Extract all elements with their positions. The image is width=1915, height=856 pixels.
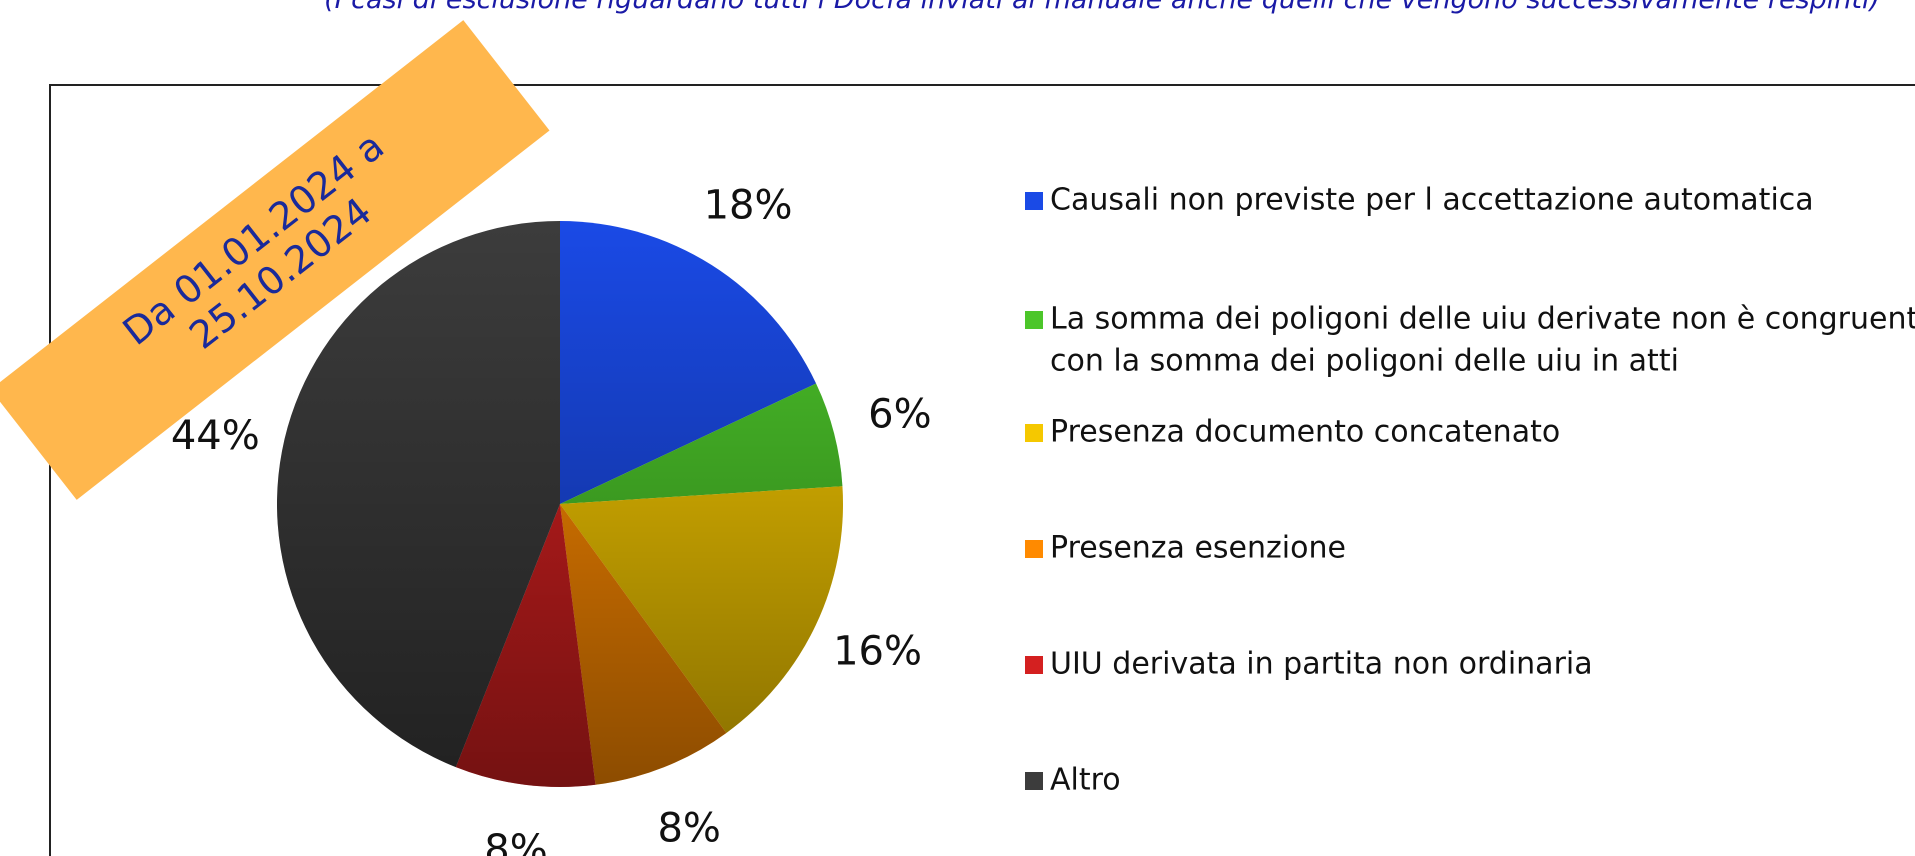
legend-swatch bbox=[1025, 540, 1043, 558]
value-label: 16% bbox=[833, 628, 922, 674]
value-label: 18% bbox=[704, 183, 793, 229]
slice-shade bbox=[276, 221, 560, 768]
legend-label: Altro bbox=[1050, 763, 1121, 798]
legend-label: UIU derivata in partita non ordinaria bbox=[1050, 647, 1593, 682]
slice-shade bbox=[560, 486, 843, 733]
value-label: 8% bbox=[657, 805, 720, 851]
legend-label: Presenza documento concatenato bbox=[1050, 415, 1560, 450]
legend-swatch bbox=[1025, 772, 1043, 790]
legend-label: Presenza esenzione bbox=[1050, 531, 1346, 566]
legend-label: con la somma dei poligoni delle uiu in a… bbox=[1050, 344, 1679, 379]
value-label: 8% bbox=[484, 827, 547, 856]
legend-swatch bbox=[1025, 424, 1043, 442]
slice-shade bbox=[560, 221, 817, 504]
slice-shade bbox=[560, 383, 843, 504]
slice-shade bbox=[455, 504, 596, 787]
slice-shade bbox=[560, 504, 727, 785]
legend-swatch bbox=[1025, 192, 1043, 210]
pie: 18% 6% 16% 8% 8% 44% bbox=[171, 183, 932, 856]
legend: Causali non previste per l accettazione … bbox=[1025, 183, 1915, 798]
value-label: 6% bbox=[868, 392, 931, 438]
legend-swatch bbox=[1025, 656, 1043, 674]
subtitle: (I casi di esclusione riguardano tutti i… bbox=[324, 0, 1880, 15]
legend-label: La somma dei poligoni delle uiu derivate… bbox=[1050, 302, 1915, 337]
legend-swatch bbox=[1025, 311, 1043, 329]
legend-label: Causali non previste per l accettazione … bbox=[1050, 183, 1814, 218]
value-label: 44% bbox=[171, 413, 260, 459]
banner-box bbox=[0, 20, 550, 500]
